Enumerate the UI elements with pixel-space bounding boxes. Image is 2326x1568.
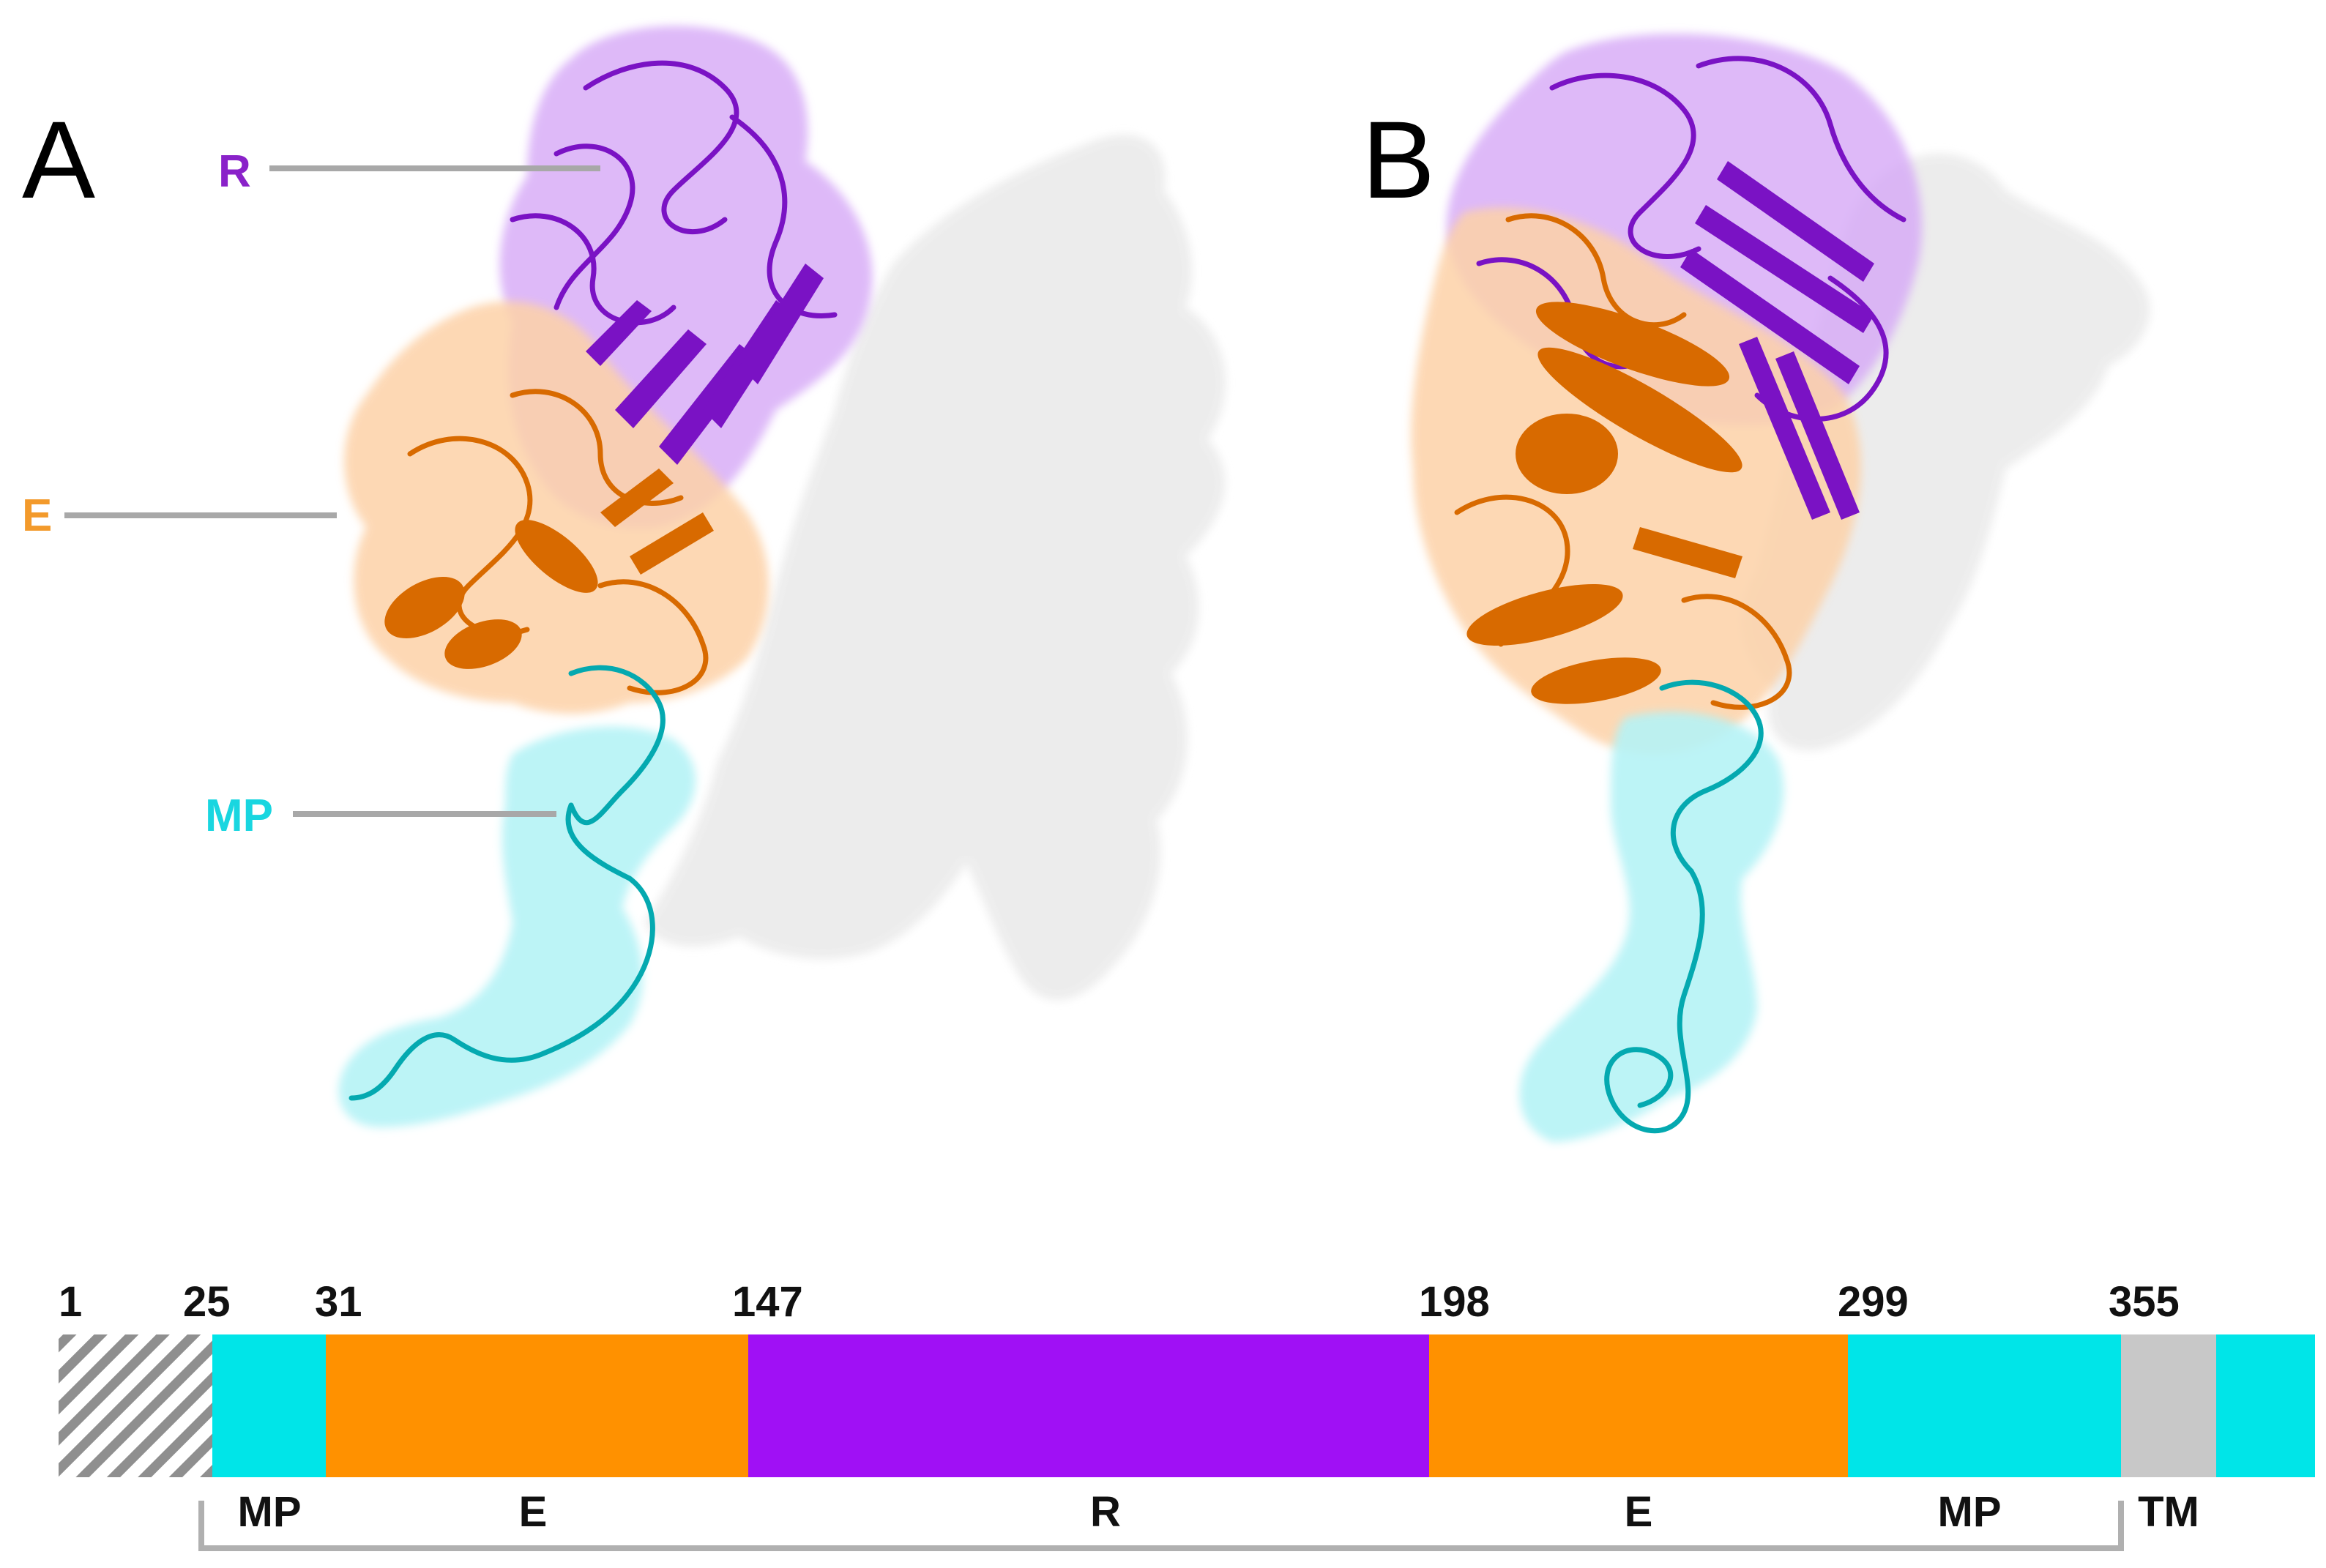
segment-label-tm: TM [2138, 1488, 2199, 1536]
seq-number-147: 147 [732, 1278, 803, 1326]
seq-number-355: 355 [2109, 1278, 2180, 1326]
seq-number-25: 25 [183, 1278, 231, 1326]
seq-number-31: 31 [315, 1278, 362, 1326]
panel-b-r-strands [1680, 161, 1874, 520]
segment-r [748, 1334, 1429, 1477]
segment-label-mp-1: MP [238, 1488, 302, 1536]
panel-a-e-helices [384, 468, 714, 669]
segment-mp-1 [212, 1334, 326, 1477]
segment-e-2 [1429, 1334, 1848, 1477]
seq-number-1: 1 [59, 1278, 82, 1326]
ectodomain-bracket [198, 1501, 2124, 1551]
panel-b-e-helices [1466, 302, 1742, 704]
seq-number-198: 198 [1419, 1278, 1490, 1326]
segment-tm [2121, 1334, 2216, 1477]
segment-mp-2 [1848, 1334, 2121, 1477]
callout-r-label: R [218, 146, 251, 197]
segment-c-terminal [2216, 1334, 2315, 1477]
seq-number-299: 299 [1838, 1278, 1909, 1326]
panel-a-mp-domain-surface [338, 726, 696, 1127]
callout-mp-label: MP [205, 791, 273, 841]
panel-a-r-cartoon [510, 60, 838, 326]
segment-label-e-2: E [1625, 1488, 1653, 1536]
callout-r: R [218, 146, 600, 197]
segment-signal-peptide [59, 1334, 212, 1477]
segment-label-mp-2: MP [1938, 1488, 2002, 1536]
panel-a-r-strands [586, 264, 824, 465]
panel-b-mp-domain-surface [1519, 712, 1784, 1142]
callout-mp: MP [205, 791, 556, 841]
panel-b-mp-cartoon [1604, 679, 1764, 1134]
panel-a-partner-surface [644, 134, 1226, 1001]
panel-a-mp-cartoon [348, 665, 666, 1101]
panel-letter-b: B [1362, 98, 1435, 221]
callout-e-label: E [22, 490, 52, 541]
sequence-bar: 1 25 31 147 198 299 355 MP E R E MP TM [59, 1278, 2315, 1551]
panel-a-structure [338, 26, 1226, 1127]
callout-e: E [22, 490, 337, 541]
panel-b-structure [1411, 34, 2150, 1142]
panel-letter-a: A [22, 98, 95, 221]
segment-label-e-1: E [519, 1488, 548, 1536]
segment-e-1 [326, 1334, 748, 1477]
segment-label-r: R [1090, 1488, 1121, 1536]
